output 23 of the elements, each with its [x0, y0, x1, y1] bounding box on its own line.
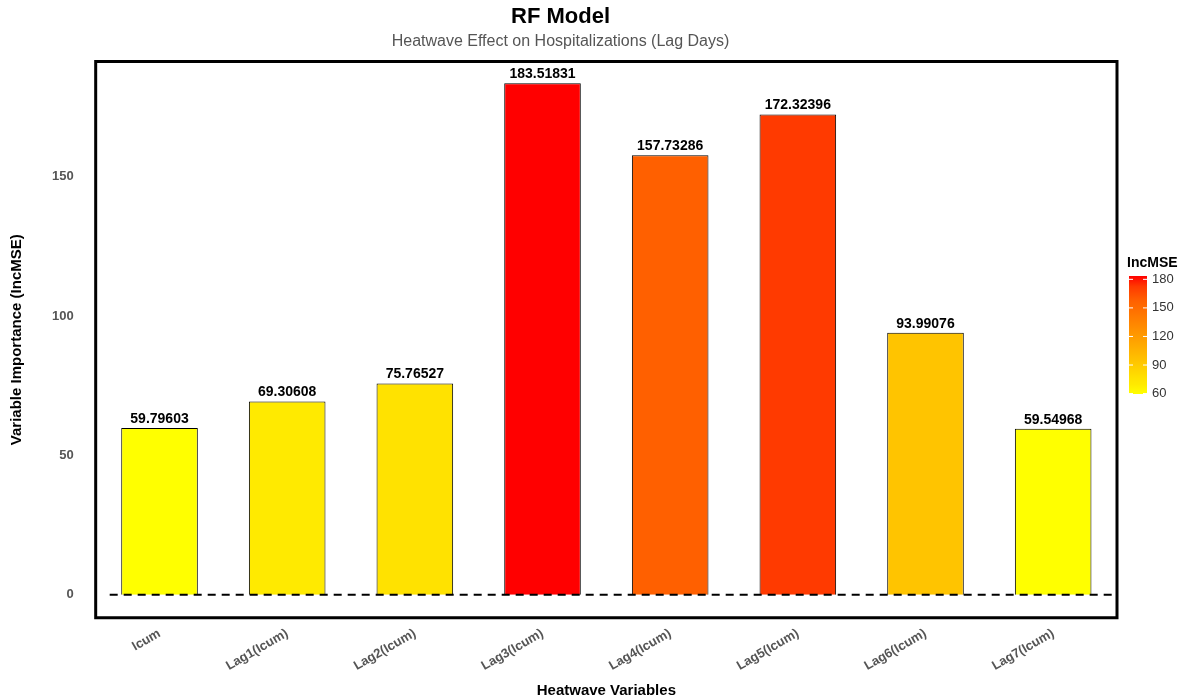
color-bar-label: 180: [1152, 270, 1174, 286]
color-bar-title: IncMSE: [1127, 253, 1178, 270]
data-label: 157.73286: [637, 137, 704, 153]
data-label: 59.79603: [130, 409, 189, 426]
y-tick-label: 50: [59, 446, 74, 462]
y-axis-title: Variable Importance (IncMSE): [7, 234, 25, 446]
y-tick-label: 0: [66, 586, 74, 602]
y-tick-label: 100: [51, 307, 74, 323]
x-axis-title: Heatwave Variables: [536, 681, 676, 699]
color-bar-label: 120: [1152, 328, 1174, 344]
data-label: 183.51831: [509, 65, 576, 82]
data-label: 93.99076: [896, 314, 955, 331]
color-bar-label: 150: [1152, 299, 1174, 315]
data-label: 75.76527: [385, 365, 445, 382]
chart-title: RF Model: [511, 3, 610, 29]
data-label: 69.30608: [257, 383, 317, 400]
x-tick-label: Icum: [129, 625, 163, 654]
color-bar-label: 90: [1152, 356, 1167, 372]
color-bar-label: 60: [1152, 385, 1167, 401]
data-label: 59.54968: [1023, 410, 1083, 427]
y-tick-label: 150: [51, 168, 74, 184]
data-label: 172.32396: [764, 96, 832, 113]
chart-subtitle: Heatwave Effect on Hospitalizations (Lag Days): [391, 32, 730, 50]
